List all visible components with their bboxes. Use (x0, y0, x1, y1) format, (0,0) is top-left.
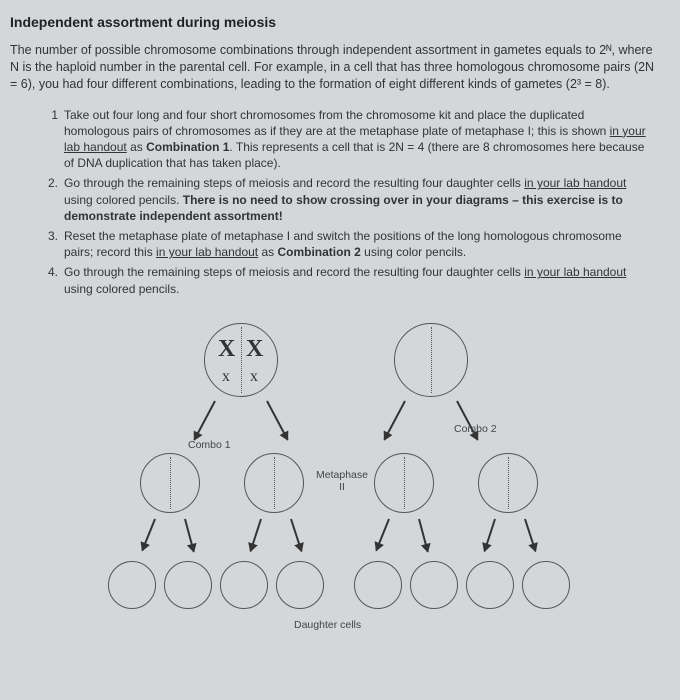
step-3: 3. Reset the metaphase plate of metaphas… (38, 228, 650, 260)
metaphase-plate-line (508, 457, 509, 509)
page-title: Independent assortment during meiosis (10, 14, 658, 30)
step-4: 4. Go through the remaining steps of mei… (38, 264, 650, 296)
step-1: 1 Take out four long and four short chro… (38, 107, 650, 172)
document-page: Independent assortment during meiosis Th… (0, 0, 680, 700)
metaphase1-cell (394, 323, 468, 397)
steps-list: 1 Take out four long and four short chro… (38, 107, 650, 297)
daughter-cell (220, 561, 268, 609)
metaphase-plate-line (404, 457, 405, 509)
daughter-cells-label: Daughter cells (294, 619, 361, 631)
division-arrow-icon (184, 518, 195, 551)
step-number: 2. (38, 175, 58, 224)
step-text: Go through the remaining steps of meiosi… (64, 264, 650, 296)
step-text: Reset the metaphase plate of metaphase I… (64, 228, 650, 260)
step-number: 3. (38, 228, 58, 260)
division-arrow-icon (141, 518, 156, 550)
division-arrow-icon (250, 518, 262, 551)
daughter-cell (522, 561, 570, 609)
division-arrow-icon (524, 518, 536, 551)
meiosis-diagram: Combo 1 Combo 2 Metaphase II Daughter ce… (74, 323, 594, 653)
division-arrow-icon (266, 400, 288, 440)
metaphase-plate-line (274, 457, 275, 509)
daughter-cell (466, 561, 514, 609)
daughter-cell (410, 561, 458, 609)
daughter-cell (276, 561, 324, 609)
metaphase-label: Metaphase II (312, 469, 372, 493)
step-text: Go through the remaining steps of meiosi… (64, 175, 650, 224)
daughter-cell (108, 561, 156, 609)
daughter-cell (354, 561, 402, 609)
division-arrow-icon (193, 400, 215, 440)
step-2: 2. Go through the remaining steps of mei… (38, 175, 650, 224)
step-number: 1 (38, 107, 58, 172)
step-text: Take out four long and four short chromo… (64, 107, 650, 172)
metaphase-plate-line (170, 457, 171, 509)
division-arrow-icon (375, 518, 390, 550)
division-arrow-icon (484, 518, 496, 551)
intro-paragraph: The number of possible chromosome combin… (10, 42, 658, 93)
division-arrow-icon (383, 400, 405, 440)
daughter-cell (164, 561, 212, 609)
division-arrow-icon (290, 518, 302, 551)
division-arrow-icon (418, 518, 429, 551)
metaphase1-cell (204, 323, 278, 397)
step-number: 4. (38, 264, 58, 296)
